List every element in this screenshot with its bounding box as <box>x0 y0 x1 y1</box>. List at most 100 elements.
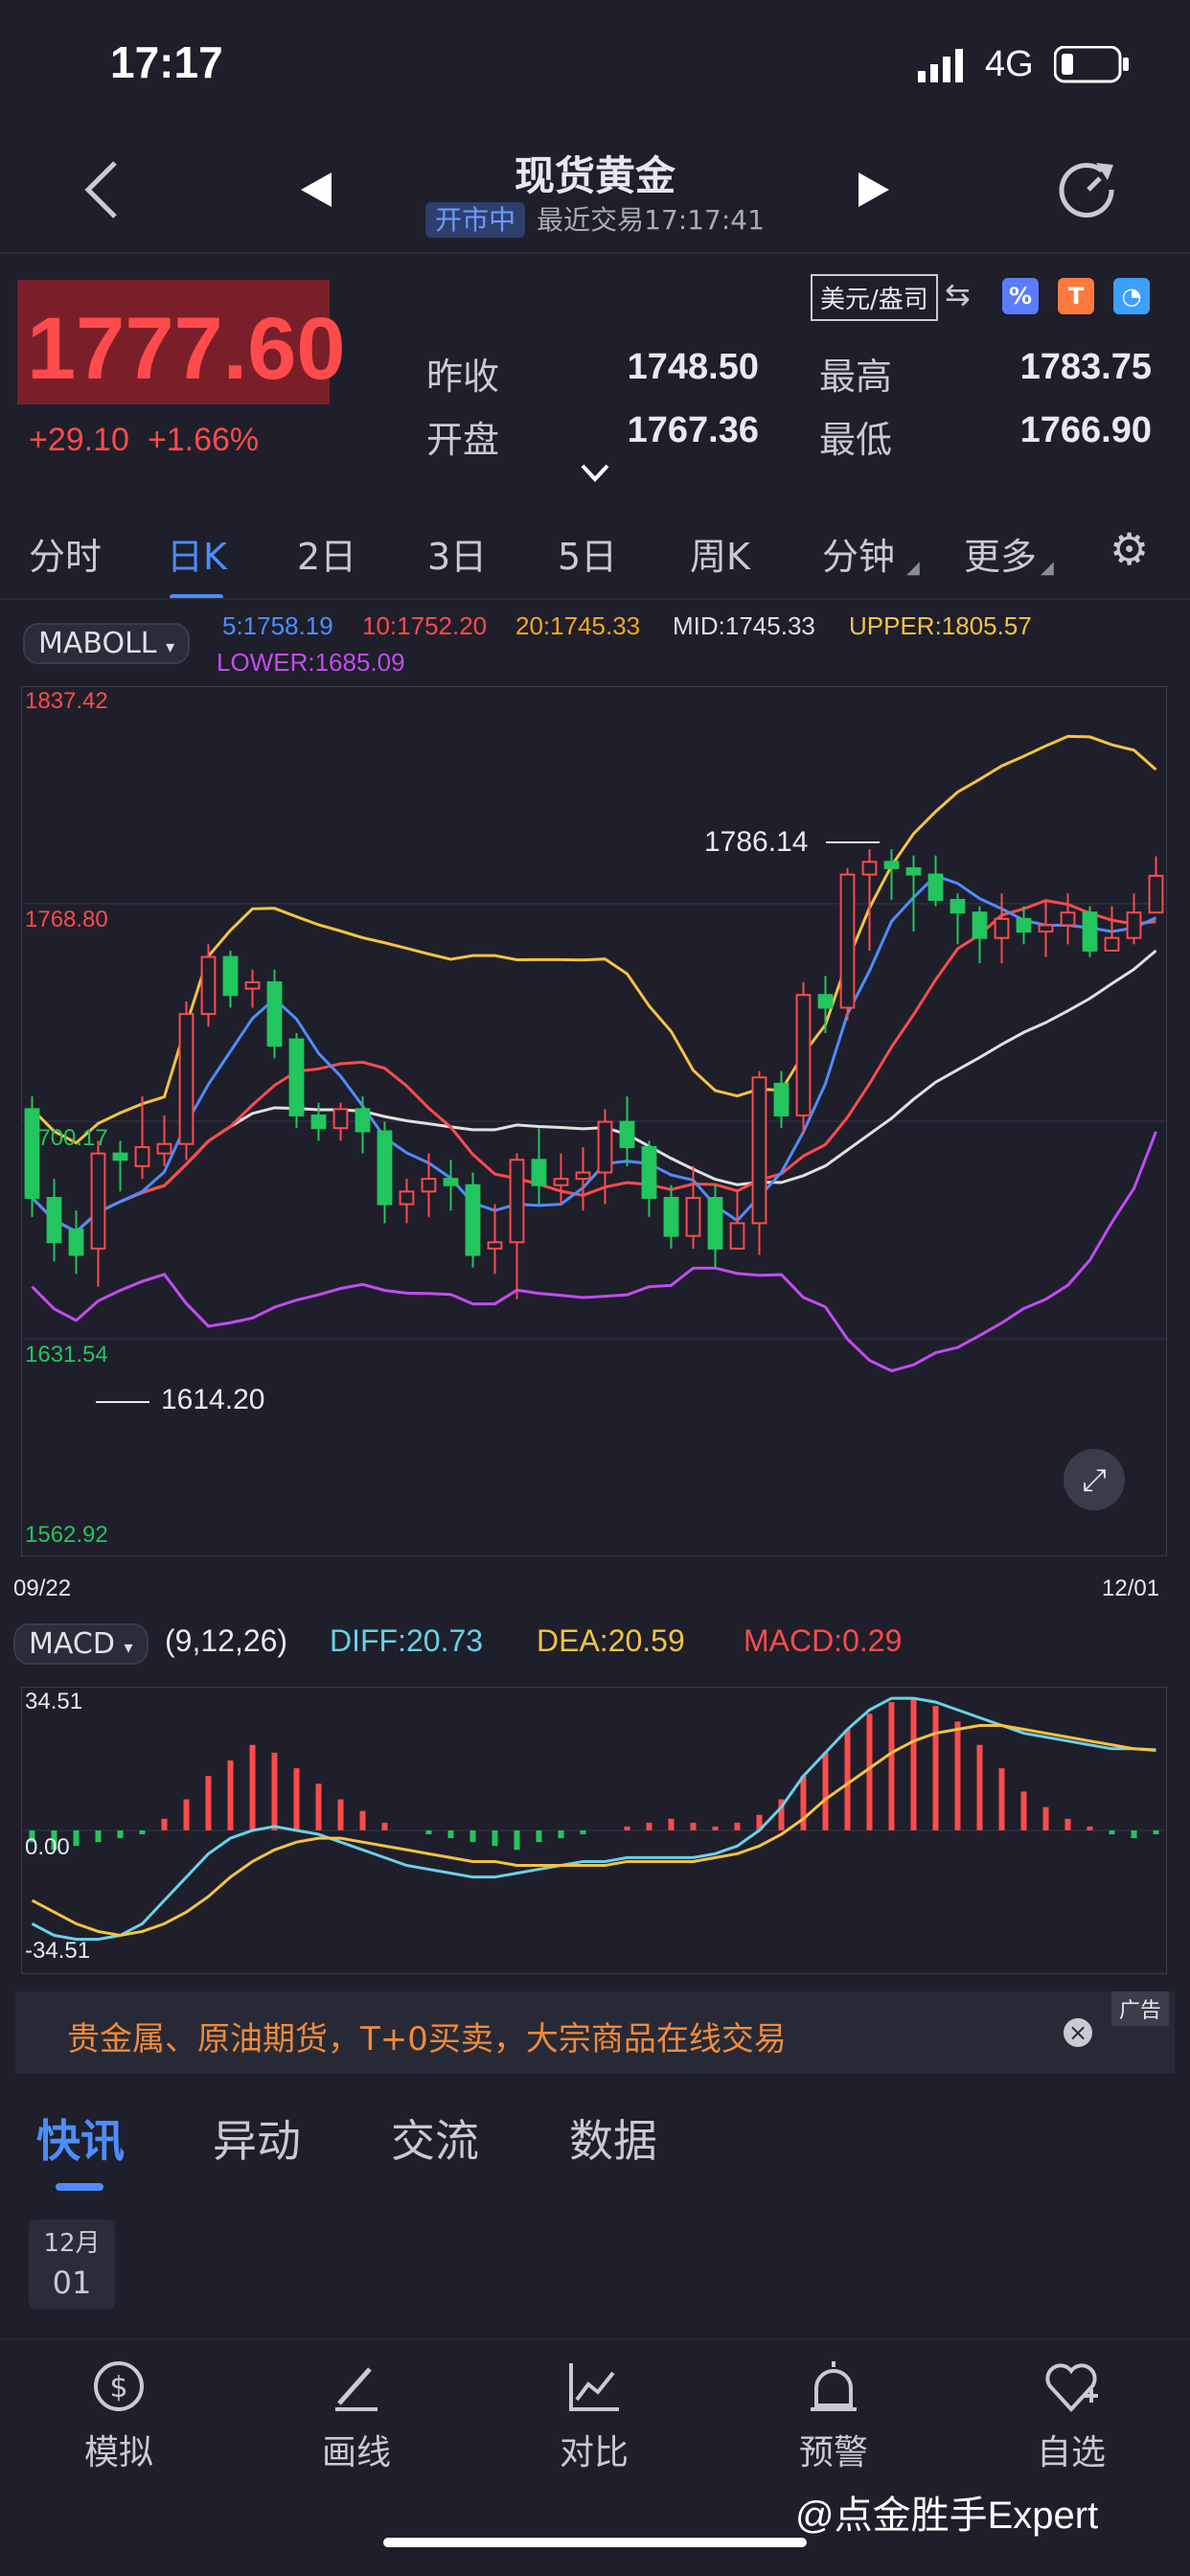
sub-indicator-select[interactable]: MACD ▾ <box>13 1623 149 1665</box>
nav-favorite[interactable]: 自选 <box>1036 2433 1106 2472</box>
x-axis-end: 12/01 <box>1102 1576 1160 1601</box>
close-ad-icon[interactable]: × <box>1064 2018 1092 2047</box>
low-label: 最低 <box>819 419 893 461</box>
change-percent: +1.66% <box>147 422 260 458</box>
boll-lower-line <box>31 1131 1157 1373</box>
candle-body <box>663 1196 679 1237</box>
tab-5day[interactable]: 5日 <box>558 536 618 578</box>
min-price-marker: 1614.20 <box>161 1384 265 1415</box>
market-status-line: 开市中 最近交易17:17:41 <box>0 199 1190 238</box>
next-symbol-icon[interactable] <box>853 171 891 209</box>
open-value: 1767.36 <box>627 410 759 450</box>
upper-legend: UPPER:1805.57 <box>849 611 1032 640</box>
page-title: 现货黄金 <box>514 152 675 199</box>
candle-body <box>707 1196 723 1250</box>
last-trade-time: 最近交易17:17:41 <box>537 204 765 236</box>
back-icon[interactable] <box>82 159 121 220</box>
tab-week-k[interactable]: 周K <box>690 536 750 578</box>
date-box: 12月 01 <box>29 2220 115 2310</box>
chevron-down-icon: ▾ <box>166 637 175 657</box>
tab-3day[interactable]: 3日 <box>427 536 488 578</box>
ma20-legend: 20:1745.33 <box>515 611 641 640</box>
candle-body <box>994 917 1010 939</box>
news-tab-exchange[interactable]: 交流 <box>391 2115 479 2167</box>
simulate-icon[interactable]: $ <box>90 2358 148 2415</box>
news-tab-data[interactable]: 数据 <box>569 2115 657 2167</box>
candlestick-chart[interactable] <box>21 686 1167 1556</box>
main-indicator-name: MABOLL <box>38 627 157 660</box>
ad-banner[interactable] <box>15 1991 1175 2074</box>
home-indicator <box>383 2538 807 2547</box>
nav-alert[interactable]: 预警 <box>798 2433 868 2472</box>
prev-symbol-icon[interactable] <box>299 171 337 209</box>
mid-legend: MID:1745.33 <box>673 611 815 640</box>
candle-body <box>575 1171 591 1181</box>
macd-histogram <box>29 1698 1159 1851</box>
settings-gear-icon[interactable]: ⚙ <box>1110 523 1150 575</box>
more-dropdown-icon: ◢ <box>1041 558 1054 578</box>
tab-day-k[interactable]: 日K <box>167 536 227 578</box>
boll-upper-line <box>31 734 1157 1145</box>
main-indicator-select[interactable]: MABOLL ▾ <box>23 623 191 664</box>
draw-line-icon[interactable] <box>328 2358 385 2415</box>
nav-draw[interactable]: 画线 <box>321 2433 391 2472</box>
svg-text:$: $ <box>109 2371 127 2404</box>
high-value: 1783.75 <box>1019 347 1152 387</box>
tab-timeshare[interactable]: 分时 <box>29 536 103 578</box>
signal-icon <box>918 49 963 82</box>
swap-icon[interactable]: ⇆ <box>945 276 971 312</box>
info-icon[interactable]: T <box>1058 278 1094 314</box>
candle-body <box>751 1076 767 1225</box>
news-tab-indicator <box>56 2183 103 2191</box>
macd-axis-bottom: -34.51 <box>25 1938 91 1964</box>
boll-lower-line <box>31 1131 1157 1373</box>
candle-body <box>399 1190 415 1206</box>
candle-body <box>509 1159 525 1244</box>
dea-legend: DEA:20.59 <box>537 1623 685 1658</box>
expand-chevron-icon[interactable] <box>581 464 609 483</box>
unit-label: 美元/盎司 <box>811 274 938 321</box>
candle-body <box>288 1038 305 1116</box>
tab-2day[interactable]: 2日 <box>297 536 357 578</box>
calculator-icon[interactable]: % <box>1002 278 1039 314</box>
ad-text[interactable]: 贵金属、原油期货，T+0买卖，大宗商品在线交易 <box>67 2020 787 2058</box>
price-highlight <box>17 280 330 404</box>
candle-body <box>531 1159 547 1186</box>
macd-lines <box>31 1696 1156 1942</box>
compare-icon[interactable] <box>565 2358 623 2415</box>
boll-upper-line <box>31 734 1157 1145</box>
tab-minute[interactable]: 分钟 <box>822 536 896 578</box>
candle-body <box>641 1146 657 1199</box>
prev-close-value: 1748.50 <box>627 347 759 387</box>
y-axis-lower: 1700.17 <box>25 1125 108 1151</box>
candle-body <box>1104 936 1120 952</box>
candle-body <box>200 955 217 1016</box>
candle-body <box>839 873 856 1009</box>
candle-body <box>178 1013 195 1145</box>
network-type: 4G <box>985 44 1034 84</box>
pie-chart-icon[interactable]: ◔ <box>1113 278 1150 314</box>
fullscreen-icon[interactable]: ⤢ <box>1064 1449 1125 1510</box>
nav-compare[interactable]: 对比 <box>559 2433 629 2472</box>
candle-body <box>421 1178 437 1193</box>
candle-body <box>244 981 261 990</box>
candle-body <box>377 1130 393 1206</box>
refresh-icon[interactable] <box>1058 159 1119 220</box>
macd-axis-mid: 0.00 <box>25 1834 70 1860</box>
candle-body <box>1126 911 1142 939</box>
boll-mid-line <box>31 949 1157 1234</box>
nav-simulate[interactable]: 模拟 <box>83 2433 153 2472</box>
alert-icon[interactable] <box>805 2358 862 2415</box>
header-divider <box>0 252 1190 254</box>
candle-body <box>310 1114 327 1130</box>
change-value: +29.10 <box>29 422 129 458</box>
dea-line <box>31 1723 1156 1938</box>
favorite-icon[interactable] <box>1042 2358 1100 2415</box>
active-tab-indicator <box>170 594 223 600</box>
bottom-nav-divider <box>0 2338 1190 2339</box>
news-tab-flash[interactable]: 快讯 <box>36 2115 125 2167</box>
tab-more[interactable]: 更多 <box>964 536 1038 578</box>
current-price: 1777.60 <box>27 300 346 398</box>
macd-chart[interactable] <box>21 1687 1167 1974</box>
news-tab-movement[interactable]: 异动 <box>213 2115 301 2167</box>
